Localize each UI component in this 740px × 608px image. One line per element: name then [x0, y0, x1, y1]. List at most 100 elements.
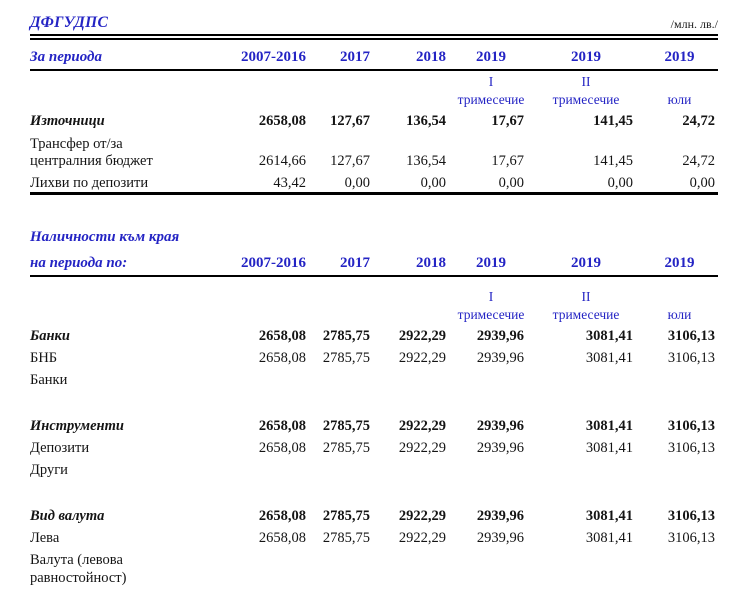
value-cell: 24,72 — [682, 153, 715, 169]
value-cell: 0,00 — [498, 175, 524, 191]
year-header: 2019 — [641, 40, 718, 71]
table-row-interest: Лихви по депозити 43,42 0,00 0,00 0,00 0… — [30, 170, 718, 192]
table-row-deposits: Депозити 2658,08 2785,75 2922,29 2939,96… — [30, 435, 718, 457]
value-cell: 2939,96 — [476, 328, 524, 344]
value-cell: 3081,41 — [585, 350, 633, 366]
table1-caption: За периода — [30, 40, 211, 71]
value-cell: 2785,75 — [322, 530, 370, 546]
value-cell: 141,45 — [593, 153, 633, 169]
row-label: Вид валута — [30, 508, 105, 524]
table-period-flows: За периода 2007-2016 2017 2018 2019 2019… — [30, 40, 718, 192]
value-cell: 2785,75 — [322, 418, 370, 434]
value-cell: 2922,29 — [398, 530, 446, 546]
value-cell: 3106,13 — [667, 508, 715, 524]
value-cell: 127,67 — [330, 153, 370, 169]
value-cell: 3081,41 — [585, 530, 633, 546]
table-row-foreign-currency: Валута (левова равностойност) — [30, 547, 718, 587]
year-header: 2017 — [311, 246, 376, 277]
value-cell: 2922,29 — [398, 508, 446, 524]
value-cell: 2922,29 — [398, 440, 446, 456]
table-row-banks-other: Банки — [30, 367, 718, 389]
table1-subheader-period-row: тримесечие тримесечие юли — [30, 90, 718, 108]
value-cell: 3081,41 — [585, 508, 633, 524]
table-row-sources: Източници 2658,08 127,67 136,54 17,67 14… — [30, 108, 718, 130]
row-label: Банки — [30, 372, 68, 388]
row-label: Валута (левова равностойност) — [30, 551, 127, 586]
quarter2-label: тримесечие — [552, 307, 620, 322]
row-label: Източници — [30, 113, 105, 129]
table-row-leva: Лева 2658,08 2785,75 2922,29 2939,96 308… — [30, 525, 718, 547]
value-cell: 2658,08 — [258, 328, 306, 344]
year-header: 2019 — [451, 246, 531, 277]
year-header: 2019 — [641, 246, 718, 277]
value-cell: 2658,08 — [258, 508, 306, 524]
year-header: 2018 — [376, 246, 451, 277]
quarter1-numeral: I — [488, 74, 494, 89]
value-cell: 3106,13 — [667, 530, 715, 546]
table-row-others: Други — [30, 457, 718, 479]
value-cell: 3106,13 — [667, 350, 715, 366]
table-row-instruments-total: Инструменти 2658,08 2785,75 2922,29 2939… — [30, 413, 718, 435]
row-label: Банки — [30, 328, 70, 344]
quarter1-label: тримесечие — [457, 92, 525, 107]
year-header: 2007-2016 — [211, 40, 311, 71]
value-cell: 2939,96 — [476, 418, 524, 434]
quarter2-label: тримесечие — [552, 92, 620, 107]
value-cell: 3106,13 — [667, 418, 715, 434]
row-label: Депозити — [30, 440, 90, 456]
year-header: 2019 — [531, 246, 641, 277]
year-header: 2019 — [451, 40, 531, 71]
row-label: Лева — [30, 530, 60, 546]
value-cell: 2658,08 — [258, 440, 306, 456]
value-cell: 2922,29 — [398, 328, 446, 344]
table1-subheader-roman-row: I II — [30, 70, 718, 90]
table2-caption-line2: на периода по: — [30, 246, 211, 277]
table-row-currency-total: Вид валута 2658,08 2785,75 2922,29 2939,… — [30, 503, 718, 525]
table-row-transfer: Трансфер от/за централния бюджет 2614,66… — [30, 130, 718, 170]
quarter1-label: тримесечие — [457, 307, 525, 322]
row-label: Лихви по депозити — [30, 175, 149, 191]
page-title: ДФГУДПС — [30, 14, 109, 31]
table2-subheader-roman-row: I II — [30, 276, 718, 305]
row-label: Други — [30, 462, 68, 478]
quarter1-numeral: I — [488, 289, 494, 304]
value-cell: 2785,75 — [322, 440, 370, 456]
value-cell: 2939,96 — [476, 440, 524, 456]
quarter2-numeral: II — [581, 74, 591, 89]
table-row-banks-total: Банки 2658,08 2785,75 2922,29 2939,96 30… — [30, 323, 718, 345]
table2-caption-line1: Наличности към края — [30, 229, 180, 245]
value-cell: 2658,08 — [258, 113, 306, 129]
year-header: 2007-2016 — [211, 246, 311, 277]
value-cell: 43,42 — [273, 175, 306, 191]
value-cell: 3081,41 — [585, 418, 633, 434]
value-cell: 2658,08 — [258, 350, 306, 366]
value-cell: 3081,41 — [585, 328, 633, 344]
thick-rule-divider — [30, 192, 718, 195]
value-cell: 2922,29 — [398, 350, 446, 366]
table2-subheader-period-row: тримесечие тримесечие юли — [30, 305, 718, 323]
value-cell: 3106,13 — [667, 440, 715, 456]
double-rule-divider — [30, 34, 718, 40]
row-label: Трансфер от/за централния бюджет — [30, 135, 153, 169]
value-cell: 0,00 — [344, 175, 370, 191]
value-cell: 2658,08 — [258, 418, 306, 434]
value-cell: 136,54 — [406, 153, 446, 169]
year-header: 2018 — [376, 40, 451, 71]
table1-year-header-row: За периода 2007-2016 2017 2018 2019 2019… — [30, 40, 718, 71]
value-cell: 2922,29 — [398, 418, 446, 434]
value-cell: 24,72 — [682, 113, 715, 129]
table-row-bnb: БНБ 2658,08 2785,75 2922,29 2939,96 3081… — [30, 345, 718, 367]
table2-year-header-row: на периода по: 2007-2016 2017 2018 2019 … — [30, 246, 718, 277]
value-cell: 136,54 — [406, 113, 446, 129]
row-label: БНБ — [30, 350, 58, 366]
value-cell: 2614,66 — [258, 153, 306, 169]
value-cell: 0,00 — [689, 175, 715, 191]
value-cell: 2785,75 — [322, 350, 370, 366]
value-cell: 127,67 — [330, 113, 370, 129]
july-label: юли — [667, 92, 692, 107]
spacer-row — [30, 389, 718, 413]
row-label: Инструменти — [30, 418, 124, 434]
value-cell: 0,00 — [420, 175, 446, 191]
table2-caption-line1-row: Наличности към края — [30, 227, 718, 246]
